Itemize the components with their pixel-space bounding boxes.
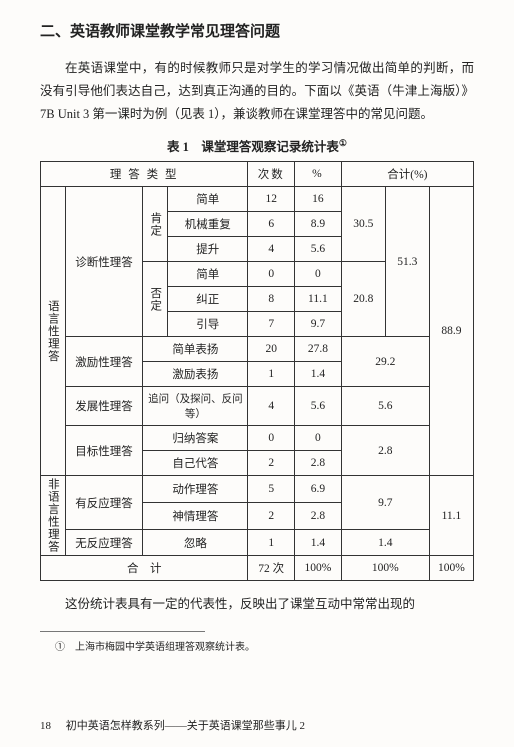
table-caption: 表 1 课堂理答观察记录统计表① [40,136,474,155]
hdr-type: 理 答 类 型 [41,162,248,187]
hdr-count: 次数 [248,162,295,187]
page-number: 18 [40,720,51,732]
footer-text: 初中英语怎样教系列——关于英语课堂那些事儿 2 [66,720,305,732]
intro-paragraph: 在英语课堂中，有的时候教师只是对学生的学习情况做出简单的判断，而没有引导他们表达… [40,57,474,126]
section-heading: 二、英语教师课堂教学常见理答问题 [40,20,474,41]
group-lang: 语言性理答 [41,187,66,476]
hdr-percent: % [295,162,342,187]
post-table-paragraph: 这份统计表具有一定的代表性，反映出了课堂互动中常常出现的 [40,593,474,616]
sub-negate: 否定 [143,262,168,337]
total-row: 合 计 72 次 100% 100% 100% [41,556,474,581]
footnote-text: 上海市梅园中学英语组理答观察统计表。 [75,642,255,653]
caption-text: 表 1 课堂理答观察记录统计表 [167,140,339,154]
sub-diagnostic: 诊断性理答 [65,187,143,337]
leaf: 简单 [168,187,248,212]
sub-affirm: 肯定 [143,187,168,262]
footnote-mark: ① [55,642,65,653]
caption-sup: ① [339,138,347,148]
group-nonlang: 非语言性理答 [41,476,66,556]
header-row: 理 答 类 型 次数 % 合计(%) [41,162,474,187]
stats-table: 理 答 类 型 次数 % 合计(%) 语言性理答 诊断性理答 肯定 简单 12 … [40,161,474,581]
footnote: ① 上海市梅园中学英语组理答观察统计表。 [40,638,474,653]
page-footer: 18 初中英语怎样教系列——关于英语课堂那些事儿 2 [40,717,305,733]
footnote-rule [40,631,205,632]
hdr-total: 合计(%) [341,162,473,187]
